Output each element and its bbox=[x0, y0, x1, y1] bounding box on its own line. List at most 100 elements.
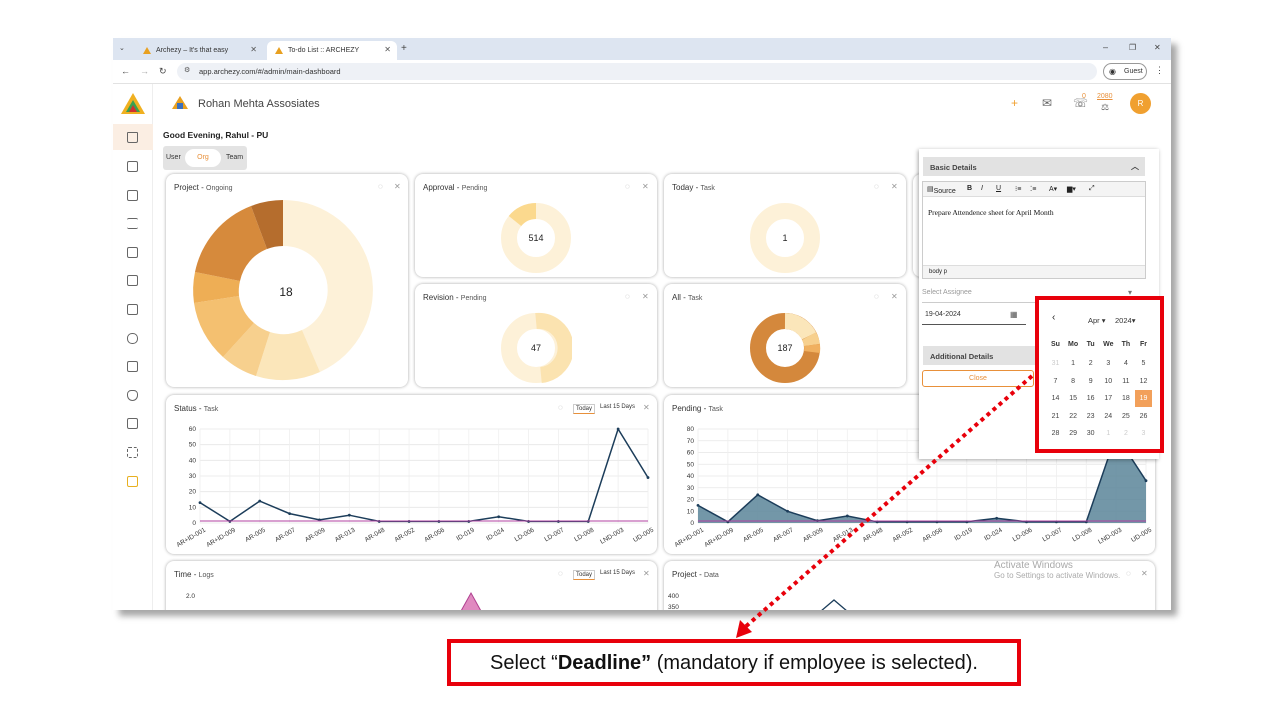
list-icon[interactable] bbox=[127, 218, 138, 229]
back-icon[interactable]: ← bbox=[121, 66, 130, 76]
approval-icon[interactable] bbox=[127, 275, 138, 286]
tab-todo[interactable]: To-do List :: ARCHEZY ✕ bbox=[267, 41, 397, 60]
clipboard-clock-icon[interactable] bbox=[127, 190, 138, 201]
hide-icon[interactable]: ◌ bbox=[874, 292, 879, 301]
calendar-day[interactable]: 10 bbox=[1104, 377, 1113, 385]
bg-color-icon[interactable]: ▆▾ bbox=[1067, 186, 1076, 193]
calendar-day[interactable]: 21 bbox=[1051, 412, 1060, 420]
calendar-day[interactable]: 8 bbox=[1071, 377, 1076, 385]
calendar-day[interactable]: 2 bbox=[1123, 430, 1128, 438]
archezy-logo[interactable] bbox=[120, 92, 146, 118]
reload-icon[interactable]: ↻ bbox=[159, 66, 167, 76]
calendar-day[interactable]: 23 bbox=[1086, 412, 1095, 420]
today-button[interactable]: Today bbox=[573, 404, 596, 414]
description-editor[interactable]: ▤ Source B I U ⁝≡ ⁚≡ A▾ ▆▾ ⤢ Prepare Att… bbox=[922, 181, 1146, 279]
site-info-icon[interactable]: ⚙ bbox=[184, 67, 191, 74]
close-icon[interactable]: ✕ bbox=[643, 403, 650, 412]
tab-menu-icon[interactable]: ⌄ bbox=[119, 45, 125, 52]
calendar-day[interactable]: 18 bbox=[1121, 395, 1130, 403]
hide-icon[interactable]: ◌ bbox=[1126, 569, 1131, 578]
bold-button[interactable]: B bbox=[967, 185, 973, 192]
add-icon[interactable]: + bbox=[1011, 96, 1019, 110]
hide-icon[interactable]: ◌ bbox=[558, 569, 563, 578]
new-tab-icon[interactable]: + bbox=[401, 43, 407, 54]
calendar-day[interactable]: 12 bbox=[1139, 377, 1148, 385]
avatar[interactable]: R bbox=[1130, 93, 1151, 114]
calendar-day[interactable]: 16 bbox=[1086, 395, 1095, 403]
last-15-days-button[interactable]: Last 15 Days bbox=[600, 570, 636, 576]
chat-icon[interactable]: ☏ bbox=[1073, 96, 1089, 110]
profile-button[interactable]: ◉ Guest bbox=[1103, 63, 1147, 80]
hide-icon[interactable]: ◌ bbox=[625, 182, 630, 191]
text-color-icon[interactable]: A▾ bbox=[1049, 186, 1058, 193]
hide-icon[interactable]: ◌ bbox=[378, 182, 383, 191]
editor-content[interactable]: Prepare Attendence sheet for April Month bbox=[928, 208, 1054, 217]
book-icon[interactable] bbox=[127, 304, 138, 315]
calendar-day[interactable]: 9 bbox=[1088, 377, 1093, 385]
toggle-user[interactable]: User bbox=[166, 154, 181, 161]
close-icon[interactable]: ✕ bbox=[891, 292, 898, 301]
year-select[interactable]: 2024▾ bbox=[1115, 316, 1136, 325]
calendar-day[interactable]: 3 bbox=[1141, 430, 1146, 438]
close-icon[interactable]: ✕ bbox=[250, 45, 257, 54]
calendar-day[interactable]: 26 bbox=[1139, 412, 1148, 420]
calendar-day[interactable]: 29 bbox=[1069, 430, 1077, 438]
calendar-day[interactable]: 7 bbox=[1053, 377, 1058, 385]
calendar-day[interactable]: 19 bbox=[1135, 390, 1152, 408]
bullet-list-icon[interactable]: ⁚≡ bbox=[1030, 186, 1037, 193]
underline-button[interactable]: U bbox=[996, 185, 1002, 192]
shield-icon[interactable] bbox=[127, 390, 138, 401]
close-icon[interactable]: ✕ bbox=[642, 182, 649, 191]
report-icon[interactable] bbox=[127, 418, 138, 429]
close-icon[interactable]: ✕ bbox=[394, 182, 401, 191]
month-select[interactable]: Apr ▾ bbox=[1088, 316, 1106, 325]
edit-icon[interactable] bbox=[127, 247, 138, 258]
window-close-icon[interactable]: ✕ bbox=[1154, 43, 1161, 52]
last-15-days-button[interactable]: Last 15 Days bbox=[600, 404, 636, 410]
maximize-icon[interactable]: ⤢ bbox=[1089, 185, 1095, 192]
close-button[interactable]: Close bbox=[922, 370, 1034, 387]
calendar-icon[interactable]: ▦ bbox=[1010, 310, 1018, 319]
calendar-day[interactable]: 25 bbox=[1121, 412, 1130, 420]
bag-icon[interactable] bbox=[127, 333, 138, 344]
hierarchy-icon[interactable] bbox=[127, 447, 138, 458]
calendar-day[interactable]: 2 bbox=[1088, 360, 1093, 367]
home-icon[interactable] bbox=[127, 132, 138, 143]
calculator-icon[interactable] bbox=[127, 161, 138, 172]
close-icon[interactable]: ✕ bbox=[384, 45, 391, 54]
numbered-list-icon[interactable]: ⁝≡ bbox=[1015, 186, 1022, 193]
italic-button[interactable]: I bbox=[981, 185, 983, 192]
assignee-select[interactable]: Select Assignee ▾ bbox=[922, 288, 1146, 303]
tab-archezy[interactable]: Archezy – It's that easy ✕ bbox=[135, 41, 263, 60]
close-icon[interactable]: ✕ bbox=[642, 292, 649, 301]
additional-details-header[interactable]: Additional Details bbox=[923, 346, 1043, 365]
hide-icon[interactable]: ◌ bbox=[625, 292, 630, 301]
calendar-day[interactable]: 30 bbox=[1086, 430, 1095, 438]
forward-icon[interactable]: → bbox=[140, 66, 149, 76]
calendar-day[interactable]: 11 bbox=[1122, 377, 1130, 385]
browser-menu-icon[interactable]: ⋮ bbox=[1155, 65, 1164, 75]
previous-month-icon[interactable]: ‹ bbox=[1052, 312, 1056, 323]
calendar-day[interactable]: 14 bbox=[1051, 395, 1060, 403]
calendar-day[interactable]: 17 bbox=[1104, 395, 1113, 403]
calendar-day[interactable]: 4 bbox=[1123, 360, 1128, 367]
calendar-day[interactable]: 28 bbox=[1051, 430, 1060, 438]
calendar-day[interactable]: 24 bbox=[1104, 412, 1113, 420]
close-icon[interactable]: ✕ bbox=[1141, 569, 1148, 578]
maximize-icon[interactable]: ❐ bbox=[1129, 43, 1137, 52]
calendar-day[interactable]: 22 bbox=[1069, 412, 1077, 420]
deadline-field[interactable]: 19-04-2024 ▦ bbox=[922, 305, 1026, 325]
points-count[interactable]: 2080 bbox=[1097, 93, 1113, 100]
source-button[interactable]: ▤ Source bbox=[927, 186, 956, 195]
hide-icon[interactable]: ◌ bbox=[558, 403, 563, 412]
calendar-day[interactable]: 3 bbox=[1106, 360, 1111, 367]
toggle-team[interactable]: Team bbox=[226, 154, 244, 161]
chevron-up-icon[interactable]: ︿ bbox=[1131, 162, 1139, 171]
close-icon[interactable]: ✕ bbox=[891, 182, 898, 191]
calendar-day[interactable]: 5 bbox=[1141, 360, 1146, 367]
close-icon[interactable]: ✕ bbox=[643, 569, 650, 578]
mail-icon[interactable]: ✉ bbox=[1042, 96, 1053, 110]
calendar-day[interactable]: 1 bbox=[1071, 360, 1076, 367]
basic-details-header[interactable]: Basic Details ︿ bbox=[923, 157, 1145, 176]
calendar-day[interactable]: 31 bbox=[1051, 360, 1060, 367]
